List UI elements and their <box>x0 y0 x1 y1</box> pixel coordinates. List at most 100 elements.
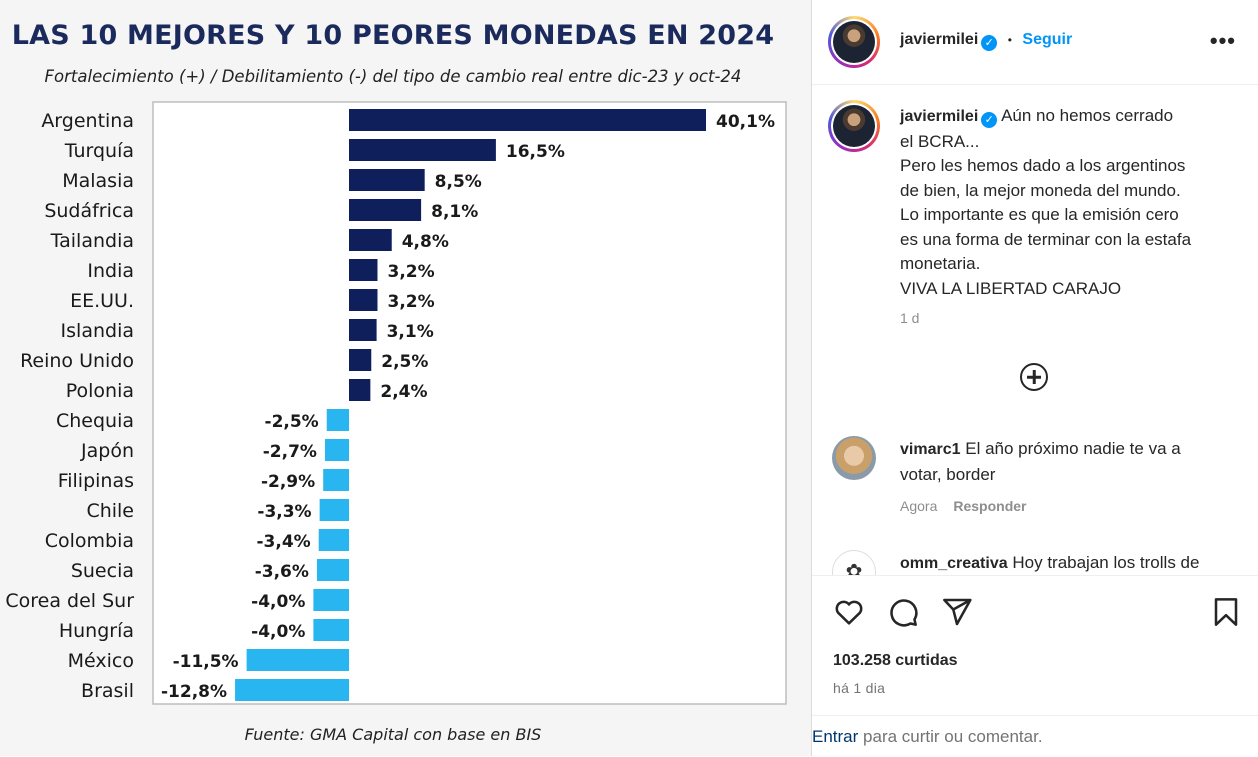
bar-india <box>349 259 378 281</box>
category-label: Corea del Sur <box>5 590 134 612</box>
verified-icon: ✓ <box>981 35 998 51</box>
value-label: -4,0% <box>251 622 305 642</box>
category-label: Chequia <box>56 410 134 432</box>
category-label: Suecia <box>71 560 134 582</box>
bar-japón <box>324 439 349 461</box>
category-label: Japón <box>80 440 134 462</box>
category-label: Colombia <box>45 530 134 552</box>
category-label: Sudáfrica <box>44 200 134 222</box>
comment-input[interactable]: Entrar para curtir ou comentar. <box>812 727 1043 747</box>
category-label: Filipinas <box>58 470 134 492</box>
value-label: -3,4% <box>257 532 311 552</box>
caption-line: el BCRA... <box>900 131 980 151</box>
value-label: -3,3% <box>257 502 311 522</box>
value-label: 4,8% <box>402 232 449 252</box>
separator: • <box>1007 33 1012 47</box>
bar-ee-uu- <box>349 289 378 311</box>
value-label: -4,0% <box>251 592 305 612</box>
bar-sudáfrica <box>349 199 422 221</box>
category-label: India <box>87 260 134 282</box>
load-more-comments-icon[interactable] <box>1020 363 1048 391</box>
bar-malasia <box>349 169 425 191</box>
caption-line: VIVA LA LIBERTAD CARAJO <box>900 278 1122 298</box>
bar-tailandia <box>349 229 392 251</box>
comment-line: Hoy trabajan los trolls de <box>1012 553 1200 572</box>
value-label: 40,1% <box>716 112 775 132</box>
comment-username[interactable]: omm_creativa <box>900 555 1008 572</box>
comment-meta: Agora Responder <box>900 498 1026 514</box>
avatar[interactable] <box>828 16 880 68</box>
bar-argentina <box>349 109 706 131</box>
category-label: Argentina <box>41 110 134 132</box>
reply-button[interactable]: Responder <box>953 498 1027 514</box>
caption-line: Pero les hemos dado a los argentinos <box>900 156 1186 175</box>
caption-line: Lo importante es que la emisión cero <box>900 205 1179 224</box>
share-icon[interactable] <box>941 596 973 628</box>
bar-chile <box>319 499 349 521</box>
bar-polonia <box>349 379 371 401</box>
category-label: EE.UU. <box>70 290 134 312</box>
chart-title: LAS 10 MEJORES Y 10 PEORES MONEDAS EN 20… <box>11 20 775 51</box>
bar-chart: Argentina 40,1% Turquía 16,5% Malasia 8,5% Sud… <box>5 101 787 705</box>
caption-line: es una forma de terminar con la estafa <box>900 229 1192 249</box>
value-label: 16,5% <box>506 142 565 162</box>
bookmark-icon[interactable] <box>1210 596 1242 628</box>
bar-chequia <box>326 409 349 431</box>
comment-time: Agora <box>900 498 938 514</box>
value-label: -12,8% <box>161 682 227 702</box>
post-image[interactable]: LAS 10 MEJORES Y 10 PEORES MONEDAS EN 20… <box>0 0 812 756</box>
caption-line: Aún no hemos cerrado <box>1001 106 1174 125</box>
follow-button[interactable]: Seguir <box>1022 31 1073 48</box>
category-label: Chile <box>86 500 134 522</box>
more-options-icon[interactable]: ••• <box>1209 28 1236 53</box>
post-actions: 103.258 curtidas há 1 dia <box>812 575 1258 716</box>
bar-reino-unido <box>349 349 372 371</box>
bar-filipinas <box>323 469 349 491</box>
comment-username[interactable]: vimarc1 <box>900 441 961 458</box>
comment-line: El año próximo nadie te va a <box>965 439 1181 458</box>
category-label: Islandia <box>61 320 134 342</box>
caption: javiermilei ✓ Aún no hemos cerrado el BCR… <box>900 104 1240 301</box>
comment-text: omm_creativa Hoy trabajan los trolls de <box>900 550 1240 575</box>
category-label: Malasia <box>62 170 134 192</box>
value-label: -2,9% <box>261 472 315 492</box>
category-label: Polonia <box>66 380 134 402</box>
like-count[interactable]: 103.258 curtidas <box>833 652 958 669</box>
comments-list: vimarc1 El año próximo nadie te va a vot… <box>812 420 1258 575</box>
category-label: Reino Unido <box>20 350 134 372</box>
value-label: 2,5% <box>381 352 428 372</box>
post-header: javiermilei ✓ • Seguir ••• <box>812 0 1258 85</box>
verified-icon: ✓ <box>981 112 998 128</box>
caption-line: monetaria. <box>900 254 981 273</box>
heart-icon[interactable] <box>833 596 865 628</box>
caption-time[interactable]: 1 d <box>900 310 920 326</box>
category-label: México <box>68 650 134 672</box>
bar-suecia <box>316 559 349 581</box>
value-label: 8,5% <box>435 172 482 192</box>
comment-icon[interactable] <box>887 596 919 628</box>
bar-islandia <box>349 319 377 341</box>
bar-corea-del-sur <box>313 589 349 611</box>
category-label: Turquía <box>64 140 134 162</box>
category-label: Brasil <box>81 680 134 702</box>
caption-avatar[interactable] <box>828 100 880 152</box>
comment-line: votar, border <box>900 465 996 484</box>
chart-frame <box>152 101 787 705</box>
comment-avatar[interactable]: ✿ <box>832 550 876 575</box>
post-time[interactable]: há 1 dia <box>833 680 886 696</box>
comment-placeholder: para curtir ou comentar. <box>863 727 1043 746</box>
value-label: 3,1% <box>387 322 434 342</box>
comment-text: vimarc1 El año próximo nadie te va a vot… <box>900 436 1240 487</box>
value-label: -3,6% <box>255 562 309 582</box>
comment-avatar[interactable] <box>832 436 876 480</box>
category-label: Hungría <box>59 620 134 642</box>
caption-username[interactable]: javiermilei <box>900 108 979 125</box>
login-link[interactable]: Entrar <box>812 727 859 746</box>
chart-source: Fuente: GMA Capital con base en BIS <box>244 725 542 744</box>
comment-box: Entrar para curtir ou comentar. <box>812 715 1258 757</box>
bar-turquía <box>349 139 496 161</box>
value-label: -2,7% <box>263 442 317 462</box>
header-username[interactable]: javiermilei <box>900 31 979 48</box>
value-label: 8,1% <box>431 202 478 222</box>
comment-item: vimarc1 El año próximo nadie te va a vot… <box>832 436 1242 536</box>
